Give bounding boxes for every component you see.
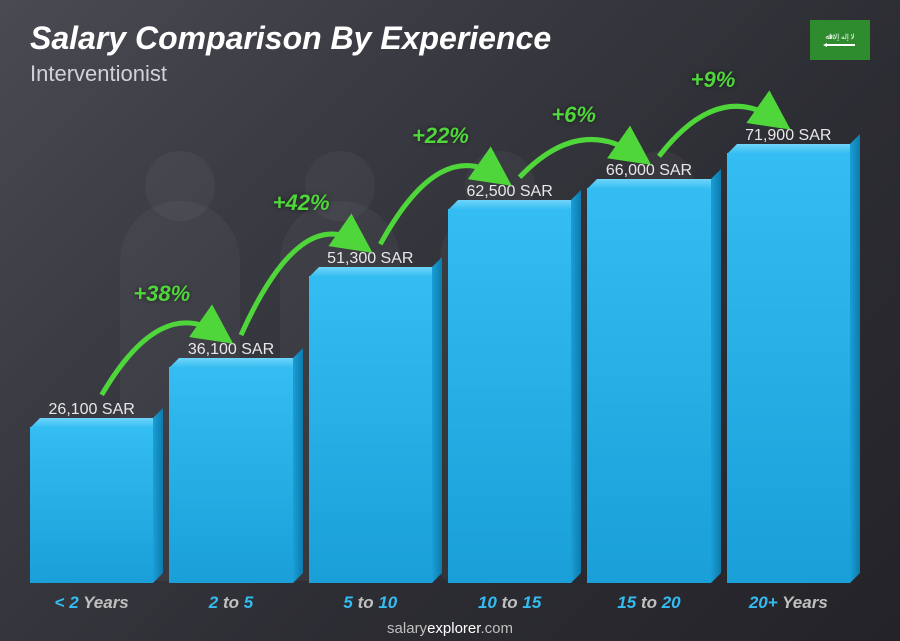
bar bbox=[727, 153, 850, 583]
footer-attribution: salaryexplorer.com bbox=[0, 620, 900, 637]
bar-value-label: 51,300 SAR bbox=[327, 250, 413, 268]
bar-group: 51,300 SAR bbox=[309, 250, 432, 583]
header: Salary Comparison By Experience Interven… bbox=[30, 20, 870, 87]
bar bbox=[448, 209, 571, 583]
pct-change-label: +9% bbox=[691, 67, 736, 93]
bar-group: 26,100 SAR bbox=[30, 401, 153, 583]
xaxis-label: 5 to 10 bbox=[309, 593, 432, 613]
xaxis-label: 2 to 5 bbox=[169, 593, 292, 613]
bar-value-label: 62,500 SAR bbox=[467, 183, 553, 201]
chart-canvas: Salary Comparison By Experience Interven… bbox=[0, 0, 900, 641]
bar-value-label: 36,100 SAR bbox=[188, 341, 274, 359]
bar bbox=[587, 188, 710, 583]
xaxis-label: 15 to 20 bbox=[587, 593, 710, 613]
xaxis: < 2 Years 2 to 5 5 to 10 10 to 15 15 to 20 20… bbox=[30, 593, 850, 613]
xaxis-label: 10 to 15 bbox=[448, 593, 571, 613]
bar-group: 36,100 SAR bbox=[169, 341, 292, 583]
pct-change-label: +6% bbox=[551, 102, 596, 128]
pct-change-label: +42% bbox=[273, 190, 330, 216]
bar bbox=[169, 367, 292, 583]
bar bbox=[30, 427, 153, 583]
page-title: Salary Comparison By Experience bbox=[30, 20, 870, 57]
svg-text:ﻻ ﺇﻟﻪ ﺇﻻ ﺍﷲ: ﻻ ﺇﻟﻪ ﺇﻻ ﺍﷲ bbox=[825, 33, 854, 41]
xaxis-label: 20+ Years bbox=[727, 593, 850, 613]
footer-prefix: salary bbox=[387, 620, 427, 637]
bar-group: 71,900 SAR bbox=[727, 127, 850, 583]
bar-group: 66,000 SAR bbox=[587, 162, 710, 583]
page-subtitle: Interventionist bbox=[30, 61, 870, 87]
bar-group: 62,500 SAR bbox=[448, 183, 571, 583]
xaxis-label: < 2 Years bbox=[30, 593, 153, 613]
pct-change-label: +22% bbox=[412, 123, 469, 149]
flag-icon: ﻻ ﺇﻟﻪ ﺇﻻ ﺍﷲ bbox=[817, 26, 863, 54]
pct-change-label: +38% bbox=[133, 281, 190, 307]
bar-value-label: 66,000 SAR bbox=[606, 162, 692, 180]
bar bbox=[309, 276, 432, 583]
bar-value-label: 26,100 SAR bbox=[49, 401, 135, 419]
bar-value-label: 71,900 SAR bbox=[745, 127, 831, 145]
country-flag: ﻻ ﺇﻟﻪ ﺇﻻ ﺍﷲ bbox=[810, 20, 870, 60]
chart-area: 26,100 SAR 36,100 SAR 51,300 SAR 62,500 SAR… bbox=[30, 113, 850, 583]
footer-brand: explorer bbox=[427, 620, 480, 637]
footer-suffix: .com bbox=[480, 620, 513, 637]
